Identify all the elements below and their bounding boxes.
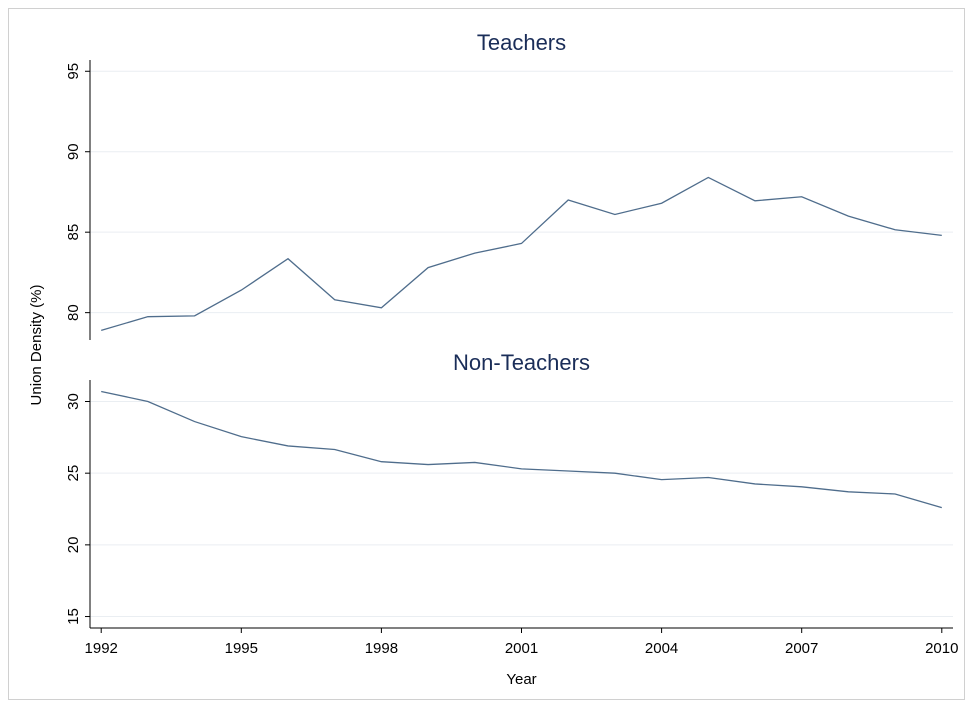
x-tick-label: 2007 (785, 640, 818, 657)
y-tick-label: 30 (65, 393, 82, 410)
y-tick-label: 80 (65, 304, 82, 321)
x-tick-label: 2001 (505, 640, 538, 657)
x-tick-label: 1995 (225, 640, 258, 657)
y-tick-label: 15 (65, 608, 82, 625)
y-tick-label: 85 (65, 224, 82, 241)
y-tick-label: 90 (65, 143, 82, 160)
y-tick-label: 20 (65, 537, 82, 554)
y-tick-label: 25 (65, 465, 82, 482)
x-tick-label: 1992 (85, 640, 118, 657)
data-line (101, 176, 942, 331)
y-axis-label: Union Density (%) (28, 285, 45, 406)
x-tick-label: 1998 (365, 640, 398, 657)
x-axis-label: Year (506, 671, 536, 688)
y-tick-label: 95 (65, 63, 82, 80)
panel-title: Teachers (477, 30, 566, 55)
data-line (101, 390, 942, 509)
x-tick-label: 2004 (645, 640, 678, 657)
frame (8, 8, 965, 700)
panel-title: Non-Teachers (453, 350, 590, 375)
x-tick-label: 2010 (925, 640, 958, 657)
